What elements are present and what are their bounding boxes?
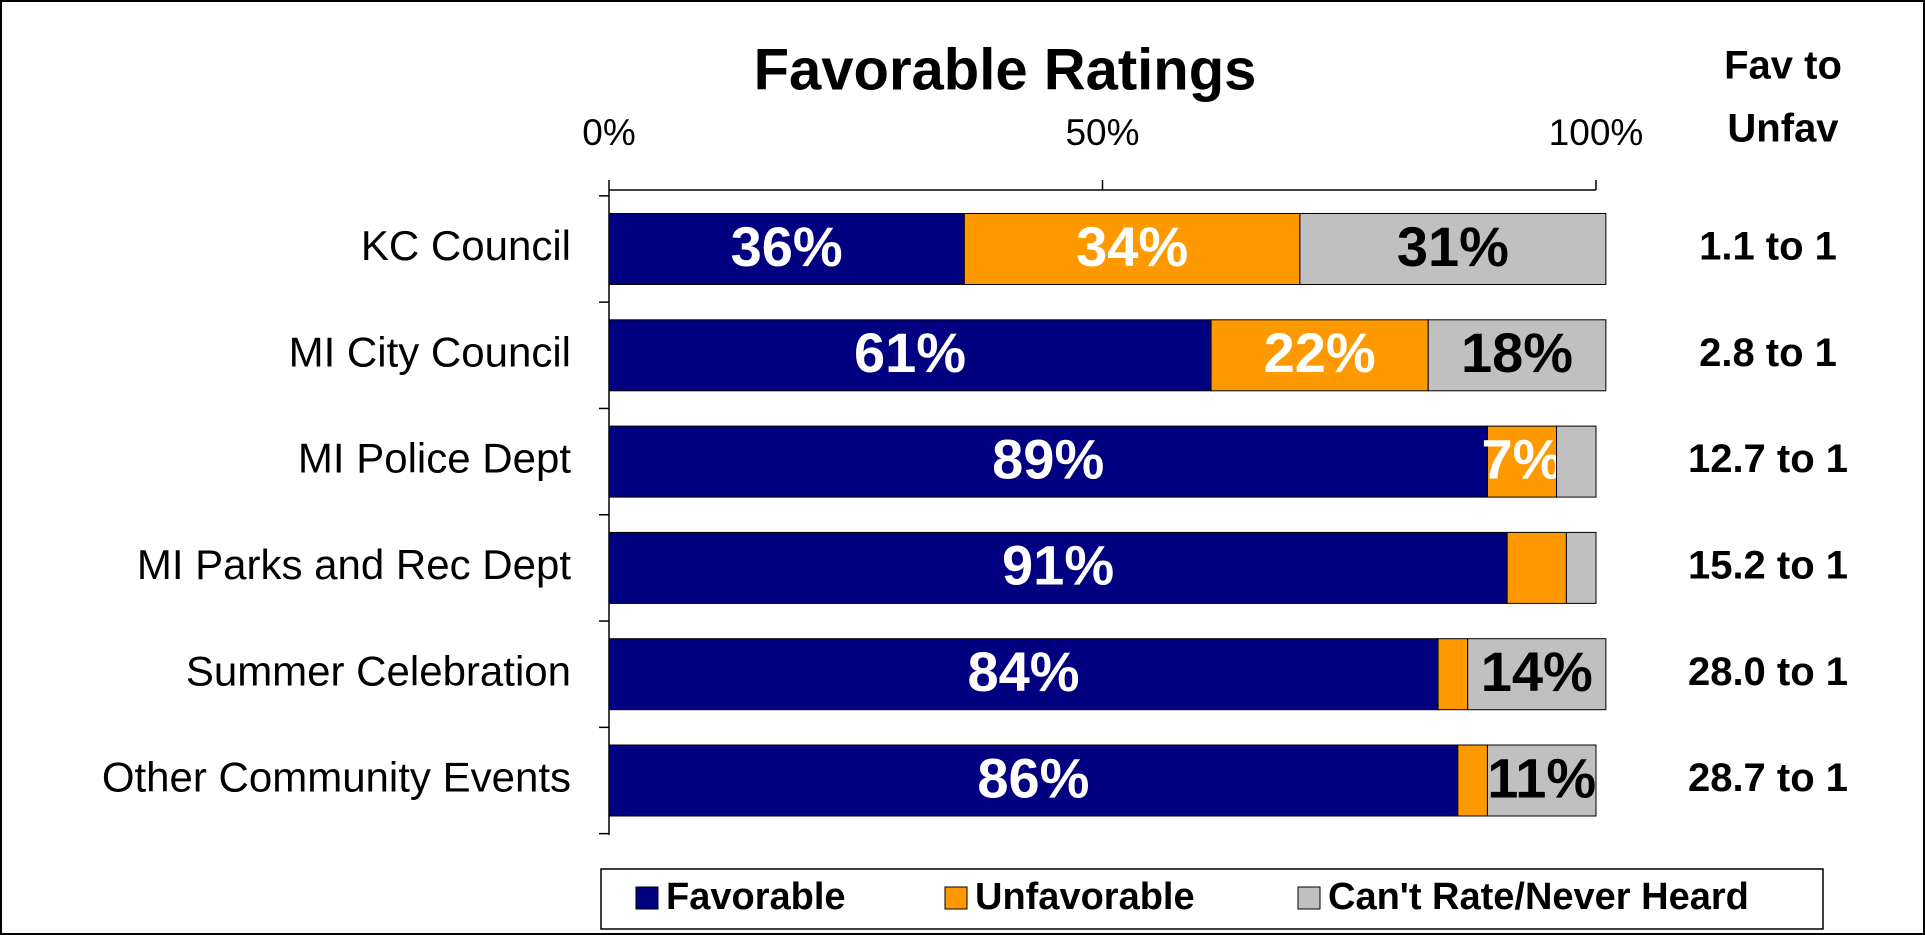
legend-swatch xyxy=(635,886,659,910)
ratio-label: 28.7 to 1 xyxy=(1688,756,1848,800)
legend-label: Favorable xyxy=(666,876,846,918)
bar-segment xyxy=(1299,213,1607,285)
bar-segment xyxy=(1437,638,1469,711)
bar-segment xyxy=(608,744,1459,817)
legend-swatch xyxy=(1297,886,1321,910)
x-tick-label: 100% xyxy=(1549,112,1644,153)
bar-segment xyxy=(1467,638,1607,711)
y-tick-label: Summer Celebration xyxy=(186,647,571,694)
x-tick-label: 50% xyxy=(1065,112,1139,153)
bar-segment xyxy=(1486,425,1558,498)
value-label: 91% xyxy=(1002,534,1114,597)
value-label: 89% xyxy=(992,427,1104,490)
value-label: 22% xyxy=(1264,321,1376,384)
legend-box xyxy=(600,868,1824,930)
ratio-label: 15.2 to 1 xyxy=(1688,543,1848,587)
ratio-header: Unfav xyxy=(1727,107,1839,151)
bar-segment xyxy=(608,319,1212,392)
bar-segment xyxy=(1210,319,1429,392)
value-label: 14% xyxy=(1481,640,1593,703)
y-tick-label: MI City Council xyxy=(289,328,571,375)
ratio-label: 2.8 to 1 xyxy=(1699,331,1837,375)
ratio-header: Fav to xyxy=(1724,44,1842,88)
value-label: 7% xyxy=(1482,427,1563,490)
value-label: 84% xyxy=(967,640,1079,703)
bar-segment xyxy=(1457,744,1488,817)
bar-segment xyxy=(608,531,1508,604)
ratio-label: 1.1 to 1 xyxy=(1699,225,1837,269)
y-tick-label: MI Police Dept xyxy=(298,435,571,482)
value-label: 86% xyxy=(977,746,1089,809)
bar-segment xyxy=(1556,425,1597,498)
ratio-label: 12.7 to 1 xyxy=(1688,437,1848,481)
x-tick-label: 0% xyxy=(582,112,635,153)
legend-swatch xyxy=(944,886,968,910)
y-tick-label: MI Parks and Rec Dept xyxy=(137,541,572,588)
ratio-label: 28.0 to 1 xyxy=(1688,650,1848,694)
bar-segment xyxy=(608,425,1488,498)
bar-segment xyxy=(1565,531,1597,604)
value-label: 11% xyxy=(1487,746,1596,809)
bar-segment xyxy=(1506,531,1567,604)
bar-segment xyxy=(1486,744,1597,817)
bar-segment xyxy=(1427,319,1607,392)
bar-segment xyxy=(608,638,1439,711)
bar-segment xyxy=(608,213,965,285)
chart-title: Favorable Ratings xyxy=(754,37,1257,102)
value-label: 34% xyxy=(1076,215,1188,278)
value-label: 61% xyxy=(854,321,966,384)
legend-label: Unfavorable xyxy=(975,876,1195,918)
legend-label: Can't Rate/Never Heard xyxy=(1328,876,1749,918)
value-label: 31% xyxy=(1397,215,1509,278)
y-tick-label: KC Council xyxy=(361,222,571,269)
value-label: 36% xyxy=(731,215,843,278)
value-label: 18% xyxy=(1461,321,1573,384)
y-tick-label: Other Community Events xyxy=(102,754,571,801)
bar-segment xyxy=(963,213,1301,285)
